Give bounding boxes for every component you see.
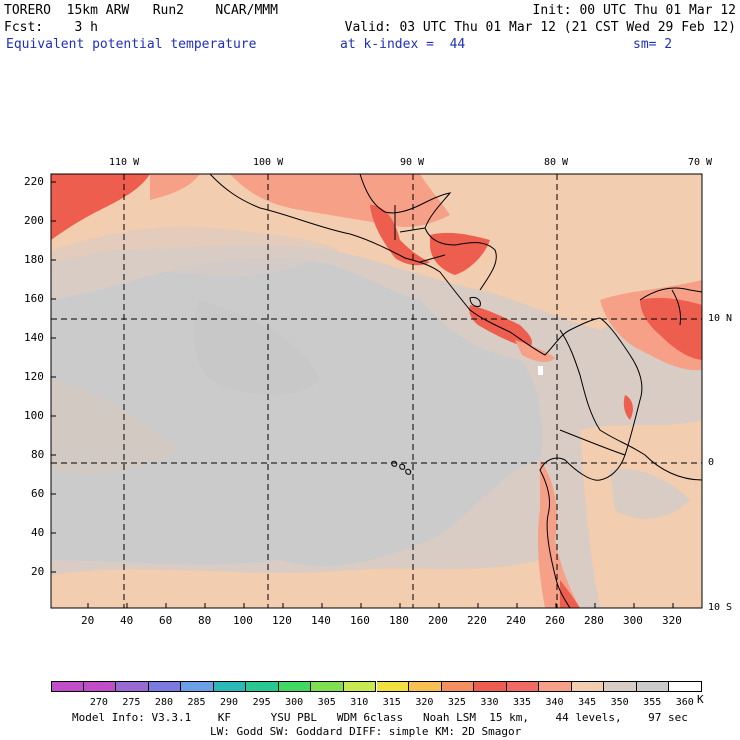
colorbar-swatch <box>148 681 182 692</box>
colorbar-level-label: 315 <box>382 697 401 708</box>
colorbar-swatch <box>571 681 605 692</box>
x-tick-label: 100 <box>233 614 253 627</box>
colorbar-swatch <box>441 681 475 692</box>
y-tick-label: 80 <box>31 448 45 461</box>
colorbar-swatch <box>409 681 442 692</box>
colorbar-level-label: 325 <box>447 697 466 708</box>
x-tick-label: 280 <box>584 614 604 627</box>
y-tick-label: 180 <box>24 253 44 266</box>
colorbar-swatch <box>83 681 117 692</box>
colorbar-level-label: 310 <box>350 697 369 708</box>
colorbar-swatch <box>278 681 312 692</box>
colorbar-swatch <box>539 681 572 692</box>
x-tick-label: 240 <box>506 614 526 627</box>
colorbar-swatch <box>246 681 279 692</box>
y-tick-label: 200 <box>24 214 44 227</box>
shaded-field <box>51 174 702 608</box>
y-tick-label: 220 <box>24 175 44 188</box>
y-tick-label: 160 <box>24 292 44 305</box>
lon-label-80w: 80 W <box>544 157 569 168</box>
colorbar-swatch <box>636 681 670 692</box>
colorbar-unit: K <box>697 693 704 706</box>
colorbar-swatch <box>116 681 149 692</box>
coastlines <box>209 174 702 608</box>
colorbar-level-label: 305 <box>317 697 336 708</box>
map-frame <box>50 173 703 609</box>
colorbar-swatch <box>376 681 410 692</box>
x-tick-label: 300 <box>623 614 643 627</box>
colorbar-level-label: 350 <box>610 697 629 708</box>
colorbar-level-label: 270 <box>89 697 108 708</box>
lon-label-70w: 70 W <box>688 157 713 168</box>
colorbar-swatch <box>506 681 540 692</box>
x-tick-label: 40 <box>120 614 134 627</box>
colorbar-swatch <box>311 681 344 692</box>
lat-label-10s: 10 S <box>708 602 733 613</box>
x-tick-label: 80 <box>198 614 212 627</box>
x-tick-label: 200 <box>428 614 448 627</box>
colorbar-level-label: 275 <box>122 697 141 708</box>
colorbar-level-label: 360 <box>675 697 694 708</box>
smoothing-value: sm= 2 <box>633 37 673 52</box>
model-info: Model Info: V3.3.1 KF YSU PBL WDM 6class… <box>72 711 688 724</box>
colorbar-swatch <box>474 681 507 692</box>
axis-ticks <box>51 181 674 608</box>
x-tick-label: 20 <box>81 614 95 627</box>
colorbar-swatch <box>343 681 377 692</box>
colorbar-level-label: 355 <box>643 697 662 708</box>
colorbar-swatch <box>181 681 214 692</box>
y-tick-label: 120 <box>24 370 44 383</box>
colorbar-level-label: 300 <box>285 697 304 708</box>
y-tick-label: 20 <box>31 565 45 578</box>
valid-time: Valid: 03 UTC Thu 01 Mar 12 (21 CST Wed … <box>344 20 736 35</box>
x-tick-label: 160 <box>350 614 370 627</box>
lon-label-110w: 110 W <box>109 157 140 168</box>
physics-info: LW: Godd SW: Goddard DIFF: simple KM: 2D… <box>210 725 522 738</box>
field-title: Equivalent potential temperature <box>6 37 257 52</box>
forecast-hour: Fcst: 3 h <box>4 20 98 35</box>
y-tick-label: 40 <box>31 526 45 539</box>
vertical-level: at k-index = 44 <box>340 37 466 52</box>
colorbar-level-label: 290 <box>220 697 239 708</box>
x-tick-label: 260 <box>545 614 565 627</box>
lat-label-10n: 10 N <box>708 313 733 324</box>
x-tick-label: 180 <box>389 614 409 627</box>
model-run-title: TORERO 15km ARW Run2 NCAR/MMM <box>4 3 278 18</box>
colorbar-level-label: 280 <box>154 697 173 708</box>
x-tick-label: 140 <box>311 614 331 627</box>
colorbar-swatch <box>669 681 702 692</box>
y-tick-label: 100 <box>24 409 44 422</box>
colorbar-level-label: 295 <box>252 697 271 708</box>
lon-label-90w: 90 W <box>400 157 425 168</box>
colorbar-level-label: 335 <box>512 697 532 708</box>
x-tick-label: 120 <box>272 614 292 627</box>
graticule <box>51 174 702 608</box>
colorbar-level-label: 320 <box>415 697 434 708</box>
colorbar-level-label: 330 <box>480 697 499 708</box>
colorbar-swatch <box>604 681 637 692</box>
y-tick-label: 60 <box>31 487 45 500</box>
x-tick-label: 220 <box>467 614 487 627</box>
colorbar-swatch <box>51 681 84 692</box>
colorbar-level-label: 345 <box>578 697 597 708</box>
colorbar-swatch <box>213 681 247 692</box>
x-tick-label: 60 <box>159 614 173 627</box>
lat-label-0: 0 <box>708 457 715 468</box>
lon-label-100w: 100 W <box>253 157 284 168</box>
init-time: Init: 00 UTC Thu 01 Mar 12 <box>532 3 737 18</box>
colorbar-level-label: 340 <box>545 697 564 708</box>
colorbar-level-label: 285 <box>187 697 206 708</box>
y-tick-label: 140 <box>24 331 44 344</box>
x-tick-label: 320 <box>662 614 682 627</box>
